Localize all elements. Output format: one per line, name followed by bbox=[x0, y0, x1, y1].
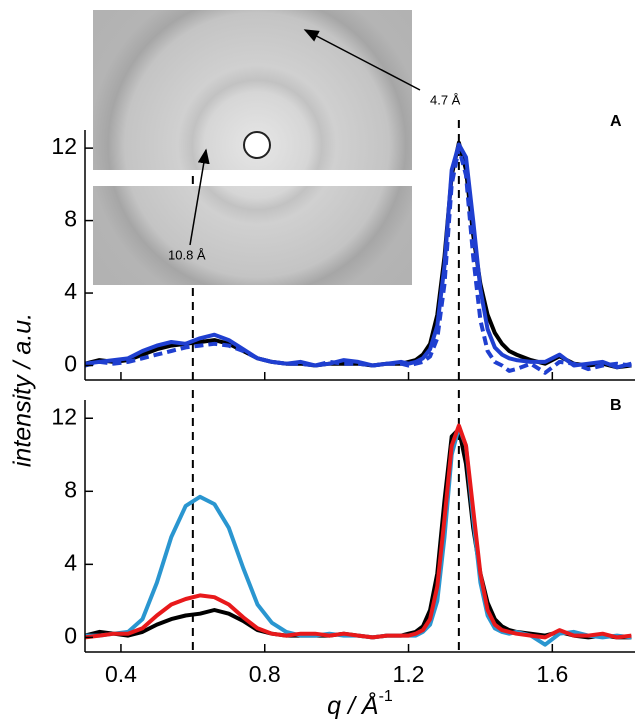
panel-label: B bbox=[610, 397, 622, 414]
x-tick-label: 1.6 bbox=[536, 661, 568, 687]
annotation: 10.8 Å bbox=[168, 247, 206, 262]
arrow bbox=[303, 29, 421, 91]
y-axis-label: intensity / a.u. bbox=[9, 313, 37, 467]
arrow bbox=[189, 148, 210, 246]
y-tick-label: 4 bbox=[64, 549, 77, 575]
data-line bbox=[84, 146, 632, 375]
y-tick-label: 0 bbox=[64, 622, 77, 648]
data-line bbox=[85, 425, 632, 647]
panel-label: A bbox=[610, 113, 622, 130]
y-tick-label: 12 bbox=[51, 133, 77, 159]
x-axis-label: q / Å-1 bbox=[327, 688, 393, 719]
y-tick-label: 8 bbox=[64, 206, 77, 232]
y-tick-label: 4 bbox=[64, 278, 77, 304]
annotation: 4.7 Å bbox=[430, 92, 461, 107]
y-tick-label: 12 bbox=[51, 403, 77, 429]
image-lower bbox=[93, 186, 412, 285]
y-tick-label: 0 bbox=[64, 351, 77, 377]
y-tick-label: 8 bbox=[64, 476, 77, 502]
plot-area: 0 4 8 12 0 4 8 12 0.4 0.8 1.2 1.6 bbox=[51, 120, 635, 687]
x-axis-label-text: q / Å bbox=[327, 690, 378, 720]
diffraction-image: 4.7 Å 10.8 Å bbox=[93, 10, 461, 285]
x-tick-label: 1.2 bbox=[393, 661, 425, 687]
data-line bbox=[84, 423, 632, 640]
x-axis-label-superscript: -1 bbox=[379, 688, 393, 705]
x-tick-label: 0.4 bbox=[105, 661, 137, 687]
x-tick-label: 0.8 bbox=[249, 661, 281, 687]
beam-stop bbox=[243, 131, 271, 159]
